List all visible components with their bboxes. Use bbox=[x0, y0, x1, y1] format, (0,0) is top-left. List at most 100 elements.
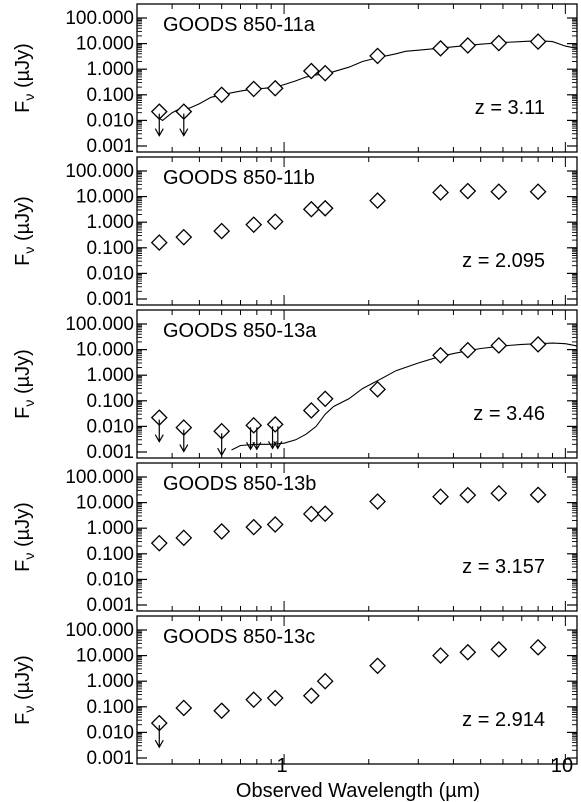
panel-1: 100.000 10.000 1.000 0.100 0.010 0.001 Fν (µJy… bbox=[12, 3, 578, 157]
panel-5: 100.000 10.000 1.000 0.100 0.010 0.001 Fν (µJy… bbox=[12, 615, 578, 769]
upper-limit-arrow bbox=[179, 429, 189, 453]
y-axis-title: Fν (µJy) bbox=[12, 43, 37, 113]
data-point bbox=[266, 689, 284, 707]
data-point bbox=[316, 390, 334, 408]
data-point bbox=[490, 183, 508, 201]
redshift-label: z = 2.095 bbox=[462, 250, 545, 272]
y-axis-title: Fν (µJy) bbox=[12, 349, 37, 419]
y-tick-label: 10.000 bbox=[76, 646, 134, 667]
y-tick-label: 0.001 bbox=[86, 289, 134, 310]
data-point bbox=[529, 183, 547, 201]
data-point bbox=[316, 672, 334, 690]
y-tick-label: 0.100 bbox=[86, 544, 134, 565]
data-point bbox=[490, 484, 508, 502]
panel-2: 100.000 10.000 1.000 0.100 0.010 0.001 Fν (µJy… bbox=[12, 156, 578, 310]
panel-frame bbox=[136, 309, 578, 459]
y-tick-label: 0.100 bbox=[86, 85, 134, 106]
redshift-label: z = 3.157 bbox=[462, 556, 545, 578]
upper-limit-arrow bbox=[246, 427, 256, 451]
y-tick-label: 100.000 bbox=[65, 8, 134, 29]
data-point bbox=[213, 702, 231, 720]
y-tick-label: 0.001 bbox=[86, 442, 134, 463]
panel-frame bbox=[136, 615, 578, 765]
data-point bbox=[369, 192, 387, 209]
data-point bbox=[175, 228, 193, 246]
x-axis-tick-label-1: 1 bbox=[276, 755, 287, 777]
data-point bbox=[245, 416, 263, 434]
panel-title: GOODS 850-13a bbox=[163, 320, 317, 342]
upper-limit-arrow bbox=[154, 419, 164, 443]
data-point bbox=[302, 200, 320, 218]
y-tick-label: 1.000 bbox=[86, 671, 134, 692]
y-tick-label: 1.000 bbox=[86, 518, 134, 539]
data-point bbox=[459, 182, 477, 200]
upper-limit-arrow bbox=[273, 426, 283, 450]
data-point bbox=[459, 486, 477, 504]
y-tick-label: 0.100 bbox=[86, 697, 134, 718]
y-tick-label: 1.000 bbox=[86, 365, 134, 386]
panels: 100.000 10.000 1.000 0.100 0.010 0.001 Fν (µJy… bbox=[12, 3, 578, 769]
data-point bbox=[316, 199, 334, 217]
data-point bbox=[302, 687, 320, 705]
redshift-label: z = 3.11 bbox=[475, 97, 545, 119]
panel-title: GOODS 850-11a bbox=[163, 14, 316, 36]
y-tick-label: 0.010 bbox=[86, 263, 134, 284]
y-axis-title: Fν (µJy) bbox=[12, 196, 37, 266]
upper-limit-arrow bbox=[154, 725, 164, 749]
y-tick-label: 10.000 bbox=[76, 340, 134, 361]
data-point bbox=[369, 47, 387, 65]
panel-frame bbox=[136, 156, 578, 306]
data-point bbox=[432, 346, 449, 364]
data-point bbox=[213, 86, 231, 104]
data-point bbox=[245, 518, 263, 536]
y-tick-label: 0.010 bbox=[86, 416, 134, 437]
data-point bbox=[316, 505, 334, 523]
data-point bbox=[316, 64, 334, 82]
y-tick-label: 0.010 bbox=[86, 722, 134, 743]
y-tick-label: 100.000 bbox=[65, 161, 134, 182]
data-point bbox=[529, 33, 547, 50]
y-tick-label: 0.001 bbox=[86, 748, 134, 769]
data-point bbox=[369, 657, 387, 675]
data-point bbox=[432, 647, 449, 665]
panel-title: GOODS 850-13c bbox=[163, 626, 315, 648]
model-sed-line bbox=[231, 342, 577, 451]
upper-limit-arrow bbox=[154, 113, 164, 137]
data-point bbox=[302, 62, 320, 80]
y-tick-label: 100.000 bbox=[65, 620, 134, 641]
y-tick-label: 1.000 bbox=[86, 212, 134, 233]
upper-limit-arrow bbox=[252, 427, 262, 451]
data-point bbox=[432, 488, 449, 506]
data-point bbox=[490, 34, 508, 52]
y-axis-title: Fν (µJy) bbox=[12, 655, 37, 725]
data-point bbox=[369, 493, 387, 510]
redshift-label: z = 2.914 bbox=[462, 709, 545, 731]
data-point bbox=[490, 337, 508, 354]
data-point bbox=[459, 643, 477, 661]
panel-frame bbox=[136, 3, 578, 153]
y-tick-label: 0.010 bbox=[86, 110, 134, 131]
y-tick-label: 10.000 bbox=[76, 493, 134, 514]
data-point bbox=[459, 36, 477, 54]
data-point bbox=[245, 80, 263, 98]
data-point bbox=[175, 699, 193, 717]
data-point bbox=[529, 486, 547, 504]
data-point bbox=[266, 79, 284, 97]
data-point bbox=[490, 640, 508, 658]
data-point bbox=[432, 184, 449, 201]
y-tick-label: 100.000 bbox=[65, 467, 134, 488]
data-point bbox=[150, 234, 168, 251]
y-tick-label: 0.001 bbox=[86, 595, 134, 616]
upper-limit-arrow bbox=[179, 113, 189, 137]
y-tick-label: 10.000 bbox=[76, 34, 134, 55]
data-point bbox=[266, 516, 284, 533]
data-point bbox=[150, 534, 168, 552]
panel-title: GOODS 850-13b bbox=[163, 473, 316, 495]
data-point bbox=[369, 380, 387, 398]
x-axis-tick-label-10: 10 bbox=[551, 755, 573, 777]
y-tick-label: 100.000 bbox=[65, 314, 134, 335]
data-point bbox=[245, 216, 263, 234]
data-point bbox=[245, 691, 263, 709]
data-point bbox=[302, 402, 320, 419]
